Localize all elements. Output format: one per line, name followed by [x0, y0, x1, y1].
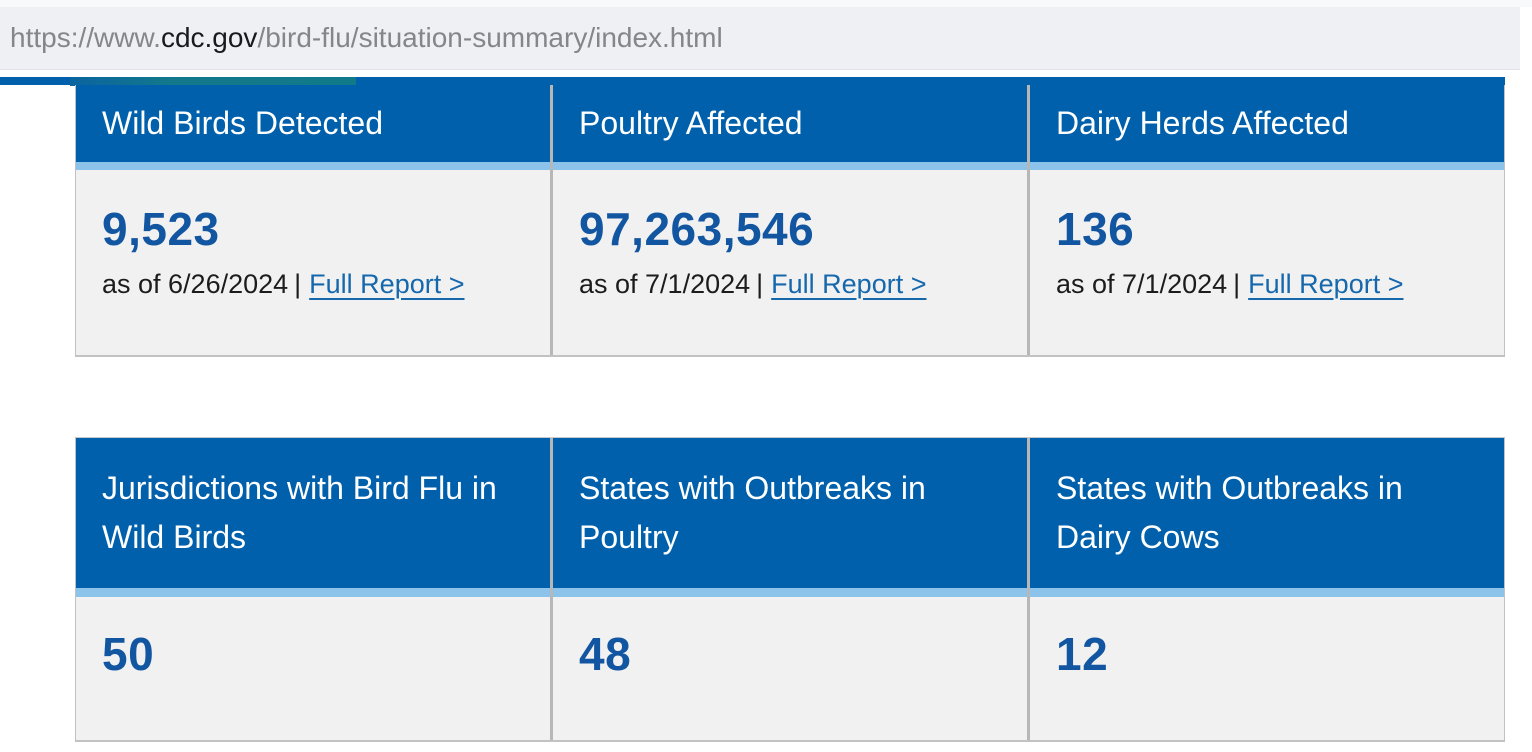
stat-value: 12 [1056, 628, 1109, 680]
banner-teal-accent [70, 77, 356, 86]
full-report-link[interactable]: Full Report > [771, 269, 927, 299]
stat-card-stripe [1030, 162, 1504, 170]
stat-card-stripe [553, 588, 1027, 597]
url-path: /bird-flu/situation-summary/index.html [257, 22, 723, 53]
stat-card-title: Jurisdictions with Bird Flu in Wild Bird… [76, 438, 550, 588]
url-prefix: https://www. [10, 22, 161, 53]
secondary-stats-row: Jurisdictions with Bird Flu in Wild Bird… [75, 437, 1505, 742]
stat-card-body: 48 [553, 597, 1027, 740]
banner-bottom-edge [0, 77, 1505, 85]
meta-separator: | [294, 269, 302, 299]
full-report-link[interactable]: Full Report > [309, 269, 465, 299]
stat-card-stripe [76, 162, 550, 170]
stat-asof: as of 7/1/2024 [1056, 269, 1228, 299]
stat-card-stripe [553, 162, 1027, 170]
stat-meta: as of 7/1/2024 | Full Report > [579, 269, 1001, 300]
meta-separator: | [756, 269, 764, 299]
stat-card-title: Wild Birds Detected [76, 85, 550, 162]
stat-card-dairy-herds: Dairy Herds Affected 136 as of 7/1/2024 |… [1030, 85, 1504, 355]
stat-meta: as of 7/1/2024 | Full Report > [1056, 269, 1478, 300]
stat-value: 136 [1056, 203, 1135, 255]
stat-card-wild-birds: Wild Birds Detected 9,523 as of 6/26/202… [76, 85, 550, 355]
stat-card-stripe [1030, 588, 1504, 597]
stat-card-title: States with Outbreaks in Poultry [553, 438, 1027, 588]
stat-card-body: 12 [1030, 597, 1504, 740]
stat-card-states-poultry: States with Outbreaks in Poultry 48 [553, 438, 1027, 740]
stat-card-stripe [76, 588, 550, 597]
stat-asof: as of 7/1/2024 [579, 269, 751, 299]
stat-value: 9,523 [102, 203, 220, 255]
stat-meta: as of 6/26/2024 | Full Report > [102, 269, 524, 300]
full-report-link[interactable]: Full Report > [1248, 269, 1404, 299]
stat-card-title: Poultry Affected [553, 85, 1027, 162]
stat-card-states-dairy-cows: States with Outbreaks in Dairy Cows 12 [1030, 438, 1504, 740]
stat-value: 50 [102, 628, 155, 680]
stat-value: 48 [579, 628, 632, 680]
stat-card-title: Dairy Herds Affected [1030, 85, 1504, 162]
stat-card-body: 9,523 as of 6/26/2024 | Full Report > [76, 170, 550, 355]
primary-stats-row: Wild Birds Detected 9,523 as of 6/26/202… [75, 85, 1505, 357]
stat-card-body: 136 as of 7/1/2024 | Full Report > [1030, 170, 1504, 355]
stat-card-title: States with Outbreaks in Dairy Cows [1030, 438, 1504, 588]
url-domain: cdc.gov [160, 22, 258, 53]
meta-separator: | [1233, 269, 1241, 299]
stat-card-body: 50 [76, 597, 550, 740]
stat-asof: as of 6/26/2024 [102, 269, 289, 299]
address-bar[interactable]: https://www.cdc.gov/bird-flu/situation-s… [0, 7, 1520, 70]
stat-card-poultry: Poultry Affected 97,263,546 as of 7/1/20… [553, 85, 1027, 355]
stat-card-body: 97,263,546 as of 7/1/2024 | Full Report > [553, 170, 1027, 355]
url-text: https://www.cdc.gov/bird-flu/situation-s… [10, 22, 723, 54]
stat-value: 97,263,546 [579, 203, 815, 255]
stat-card-jurisdictions-wild-birds: Jurisdictions with Bird Flu in Wild Bird… [76, 438, 550, 740]
browser-top-strip [0, 0, 1532, 7]
